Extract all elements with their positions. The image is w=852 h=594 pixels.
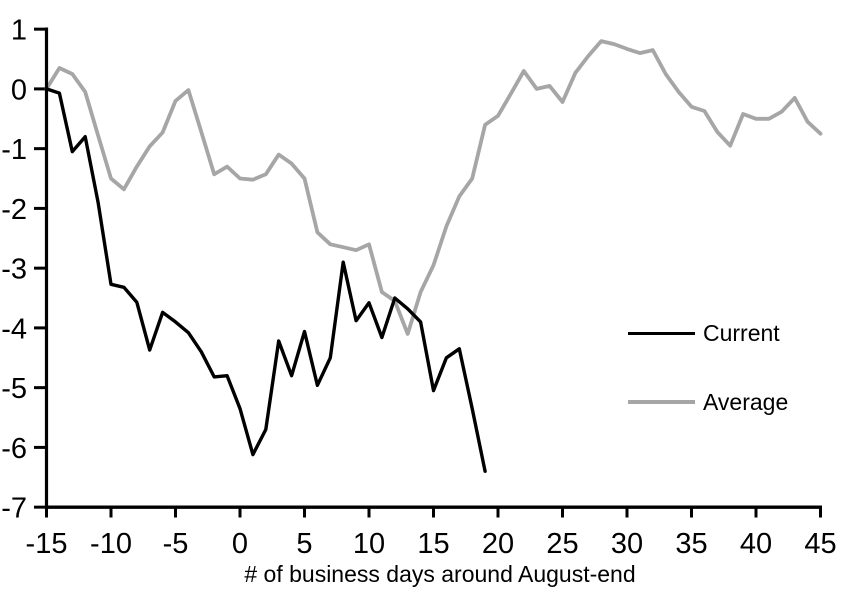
x-tick-label: 15 [417, 528, 449, 560]
axis-ticks [34, 27, 822, 518]
y-tick-label: -2 [1, 194, 27, 226]
x-tick-label: -15 [26, 528, 68, 560]
x-tick-label: 30 [611, 528, 643, 560]
y-tick-label: 0 [11, 74, 27, 106]
y-tick-label: 1 [11, 15, 27, 47]
x-tick-label: 35 [675, 528, 707, 560]
y-tick-label: -1 [1, 134, 27, 166]
x-axis-title: # of business days around August-end [244, 561, 636, 587]
legend-item-current: Current [628, 319, 780, 346]
x-tick-label: 0 [232, 528, 248, 560]
series-line-average [44, 39, 823, 336]
x-tick-label: 5 [296, 528, 312, 560]
legend-label-current: Current [703, 319, 780, 346]
legend-label-average: Average [703, 388, 789, 415]
series-line-current [44, 87, 487, 473]
y-tick-label: -4 [1, 313, 27, 345]
legend-line-average [628, 400, 695, 404]
y-tick-label: -5 [1, 373, 27, 405]
x-tick-label: -5 [163, 528, 189, 560]
y-tick-label: -6 [1, 433, 27, 465]
x-tick-label: 45 [804, 528, 836, 560]
legend-item-average: Average [628, 388, 789, 415]
x-tick-label: 10 [353, 528, 385, 560]
legend-line-current [628, 331, 695, 335]
x-tick-label: 25 [546, 528, 578, 560]
axis-tick-labels: 10-1-2-3-4-5-6-7-15 -10 -5 0 5 10 15 20 25 30 35 40… [1, 15, 836, 560]
y-tick-label: -3 [1, 254, 27, 286]
x-tick-label: -10 [90, 528, 132, 560]
data-series [44, 39, 823, 473]
y-tick-label: -7 [1, 493, 27, 525]
x-tick-label: 40 [740, 528, 772, 560]
x-tick-label: 20 [482, 528, 514, 560]
